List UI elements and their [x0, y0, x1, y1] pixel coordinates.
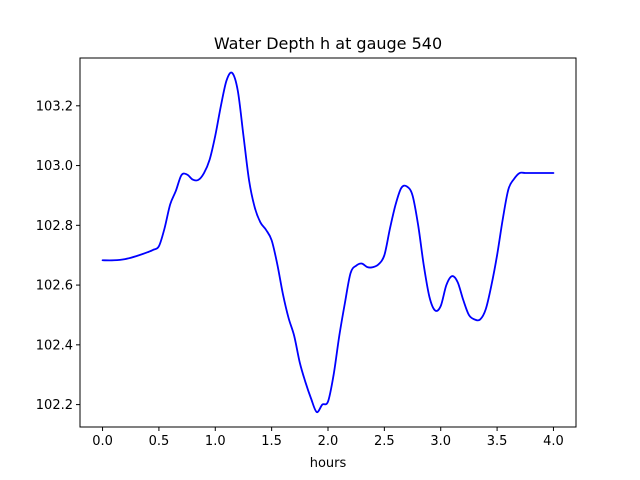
chart-title: Water Depth h at gauge 540 [214, 34, 442, 53]
x-tick-label: 2.5 [374, 434, 395, 449]
y-tick-label: 102.4 [36, 338, 73, 353]
series-group [101, 71, 555, 413]
x-tick-label: 2.0 [318, 434, 339, 449]
plot-area-frame [79, 57, 577, 428]
x-tick-label: 3.5 [487, 434, 508, 449]
x-tick-label: 1.0 [205, 434, 226, 449]
x-axis: 0.0 0.5 1.0 1.5 2.0 2.5 3.0 3.5 4.0 [92, 427, 564, 449]
y-tick-label: 102.2 [36, 398, 73, 413]
x-tick-label: 4.0 [543, 434, 564, 449]
y-axis: 102.2 102.4 102.6 102.8 103.0 103.2 [36, 99, 80, 413]
series-line [101, 71, 555, 413]
x-tick-label: 0.0 [92, 434, 113, 449]
y-tick-label: 102.8 [36, 219, 73, 234]
x-tick-label: 0.5 [149, 434, 170, 449]
x-axis-label: hours [310, 456, 347, 471]
y-tick-label: 103.2 [36, 99, 73, 114]
x-tick-label: 1.5 [261, 434, 282, 449]
y-tick-label: 103.0 [36, 159, 73, 174]
x-tick-label: 3.0 [430, 434, 451, 449]
y-tick-label: 102.6 [36, 279, 73, 294]
